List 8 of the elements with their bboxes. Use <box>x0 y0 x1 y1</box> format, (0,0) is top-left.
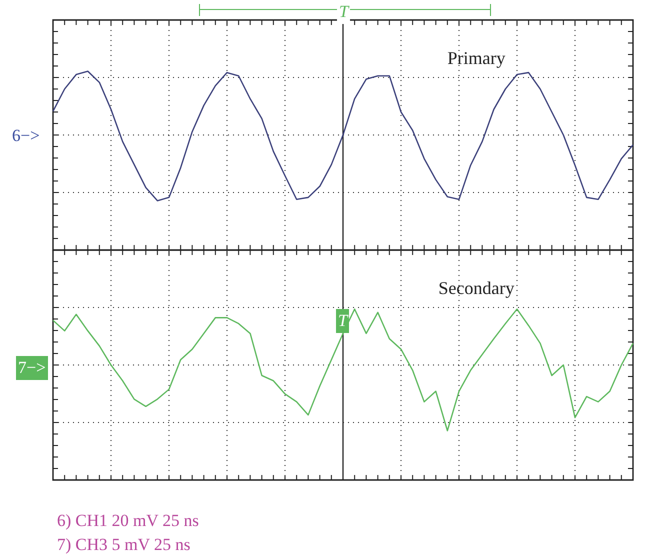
annotation: T <box>336 309 350 333</box>
text: 6−> <box>12 126 40 146</box>
text: 6) CH1 20 mV 25 ns <box>57 511 199 531</box>
series-label: Primary <box>447 48 506 68</box>
text: T <box>337 0 350 24</box>
text: 7) CH3 5 mV 25 ns <box>57 535 190 555</box>
series-label: Secondary <box>438 278 514 298</box>
text: 7−> <box>16 356 48 380</box>
